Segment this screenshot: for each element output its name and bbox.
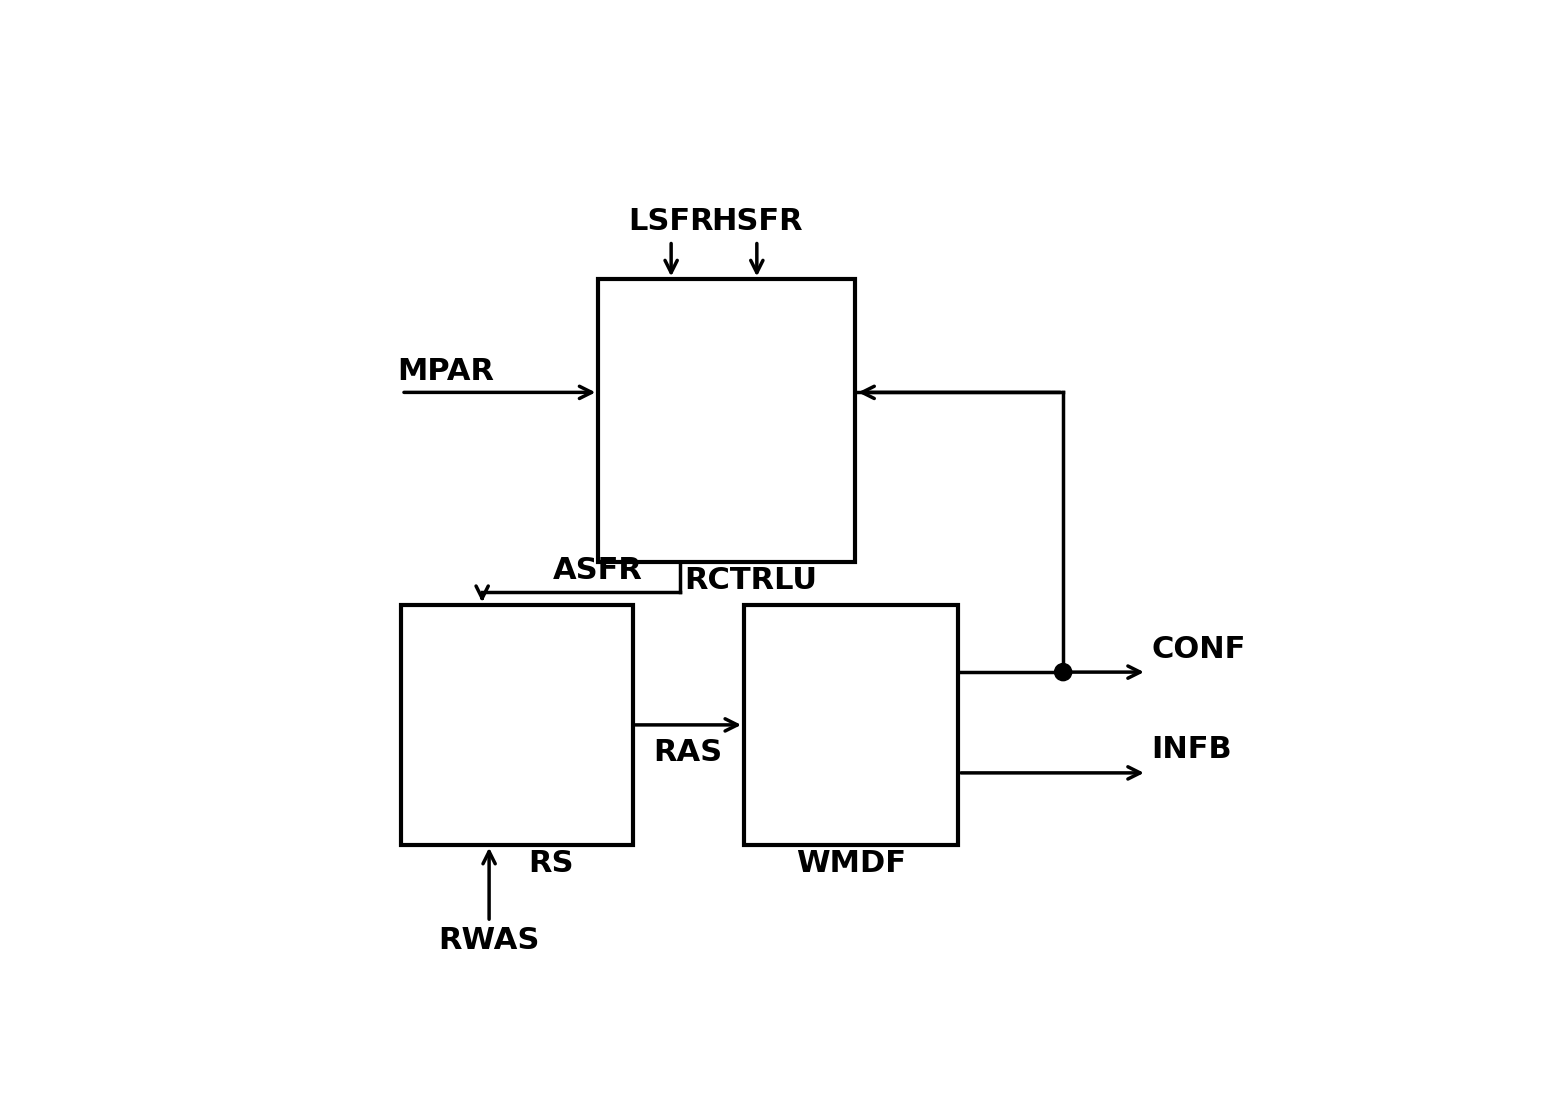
Bar	[743, 604, 958, 845]
Text: INFB: INFB	[1152, 736, 1232, 765]
Text: HSFR: HSFR	[711, 207, 802, 236]
Bar	[400, 604, 633, 845]
Text: LSFR: LSFR	[629, 207, 714, 236]
Text: RAS: RAS	[653, 738, 723, 767]
Circle shape	[1054, 663, 1072, 681]
Text: RCTRLU: RCTRLU	[684, 567, 816, 595]
Text: RS: RS	[528, 849, 574, 878]
Text: WMDF: WMDF	[796, 849, 906, 878]
Text: RWAS: RWAS	[438, 926, 540, 955]
Text: CONF: CONF	[1152, 634, 1245, 663]
Bar	[598, 279, 855, 562]
Text: MPAR: MPAR	[397, 356, 494, 385]
Text: ASFR: ASFR	[553, 556, 643, 585]
